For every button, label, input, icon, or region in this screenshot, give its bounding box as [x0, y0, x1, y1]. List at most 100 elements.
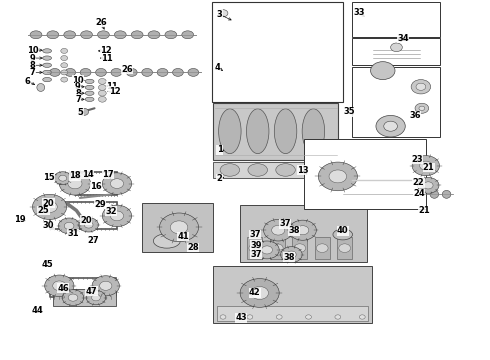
Circle shape — [98, 90, 106, 96]
Ellipse shape — [430, 190, 439, 198]
Circle shape — [92, 276, 120, 296]
Text: 4: 4 — [215, 63, 220, 72]
Circle shape — [53, 281, 66, 291]
Bar — [218, 4, 339, 51]
Text: 7: 7 — [29, 68, 35, 77]
Circle shape — [423, 182, 433, 189]
Bar — [247, 237, 262, 259]
Circle shape — [240, 279, 279, 307]
Text: 24: 24 — [413, 189, 425, 198]
Bar — [220, 4, 337, 10]
Ellipse shape — [111, 68, 122, 76]
Text: 25: 25 — [38, 206, 49, 215]
Bar — [337, 237, 352, 259]
Bar — [217, 306, 368, 320]
Text: 10: 10 — [72, 76, 84, 85]
Ellipse shape — [153, 234, 180, 248]
Circle shape — [262, 246, 272, 254]
Circle shape — [102, 173, 132, 194]
Text: 2: 2 — [217, 174, 222, 183]
Text: 17: 17 — [102, 170, 114, 179]
Ellipse shape — [43, 77, 51, 82]
Bar — [250, 26, 266, 46]
Bar — [298, 26, 314, 46]
Circle shape — [62, 290, 84, 306]
Bar — [213, 103, 338, 160]
Ellipse shape — [47, 31, 59, 39]
Circle shape — [247, 315, 253, 319]
Text: 41: 41 — [177, 232, 189, 241]
Text: 20: 20 — [80, 216, 92, 225]
Text: 39: 39 — [250, 241, 262, 250]
Circle shape — [391, 43, 402, 51]
Circle shape — [317, 244, 328, 252]
Bar — [270, 237, 285, 259]
Circle shape — [376, 116, 405, 137]
Text: 43: 43 — [235, 313, 247, 322]
Bar — [218, 95, 339, 98]
Ellipse shape — [227, 59, 244, 91]
Text: 18: 18 — [69, 171, 81, 180]
Circle shape — [170, 221, 188, 234]
Circle shape — [276, 315, 282, 319]
Text: 19: 19 — [14, 215, 26, 224]
Circle shape — [102, 205, 132, 226]
Ellipse shape — [85, 79, 94, 84]
Circle shape — [92, 294, 100, 301]
Text: 13: 13 — [297, 166, 309, 175]
Bar — [213, 266, 372, 323]
Circle shape — [287, 251, 296, 258]
Circle shape — [99, 281, 112, 290]
Text: 32: 32 — [105, 207, 117, 216]
Circle shape — [289, 220, 317, 240]
Circle shape — [32, 194, 67, 220]
Circle shape — [42, 201, 57, 212]
Circle shape — [359, 315, 365, 319]
Circle shape — [255, 241, 279, 259]
Bar — [304, 139, 426, 209]
Bar — [352, 2, 441, 37]
Ellipse shape — [98, 31, 109, 39]
Circle shape — [251, 287, 269, 300]
Ellipse shape — [333, 229, 352, 240]
Text: 38: 38 — [283, 253, 294, 262]
Ellipse shape — [43, 70, 51, 75]
Bar — [53, 289, 116, 306]
Ellipse shape — [96, 68, 106, 76]
Text: 30: 30 — [43, 221, 54, 230]
Text: 10: 10 — [26, 46, 38, 55]
Bar — [372, 40, 421, 62]
Text: 8: 8 — [75, 89, 81, 98]
Text: 5: 5 — [77, 108, 83, 117]
Circle shape — [86, 291, 106, 305]
Text: 11: 11 — [106, 82, 118, 91]
Circle shape — [59, 172, 91, 195]
Text: 37: 37 — [250, 250, 262, 259]
Text: 45: 45 — [42, 260, 53, 269]
Bar — [213, 162, 338, 178]
Circle shape — [271, 244, 283, 252]
Circle shape — [61, 55, 68, 60]
Circle shape — [249, 244, 261, 252]
Ellipse shape — [142, 68, 152, 76]
Text: 27: 27 — [88, 237, 99, 246]
Ellipse shape — [81, 31, 93, 39]
Circle shape — [281, 247, 302, 262]
Ellipse shape — [393, 190, 402, 198]
Text: 16: 16 — [90, 182, 102, 191]
Ellipse shape — [182, 31, 194, 39]
Text: 33: 33 — [353, 8, 365, 17]
Circle shape — [329, 170, 346, 183]
Ellipse shape — [43, 56, 51, 60]
Circle shape — [98, 96, 106, 102]
Ellipse shape — [220, 164, 240, 176]
Bar — [352, 38, 441, 65]
Bar — [365, 27, 432, 32]
Bar — [315, 237, 330, 259]
Text: 8: 8 — [29, 61, 35, 70]
Ellipse shape — [65, 68, 75, 76]
Bar — [365, 19, 432, 25]
Circle shape — [98, 78, 106, 84]
Text: 3: 3 — [217, 10, 222, 19]
Text: 21: 21 — [423, 163, 435, 172]
